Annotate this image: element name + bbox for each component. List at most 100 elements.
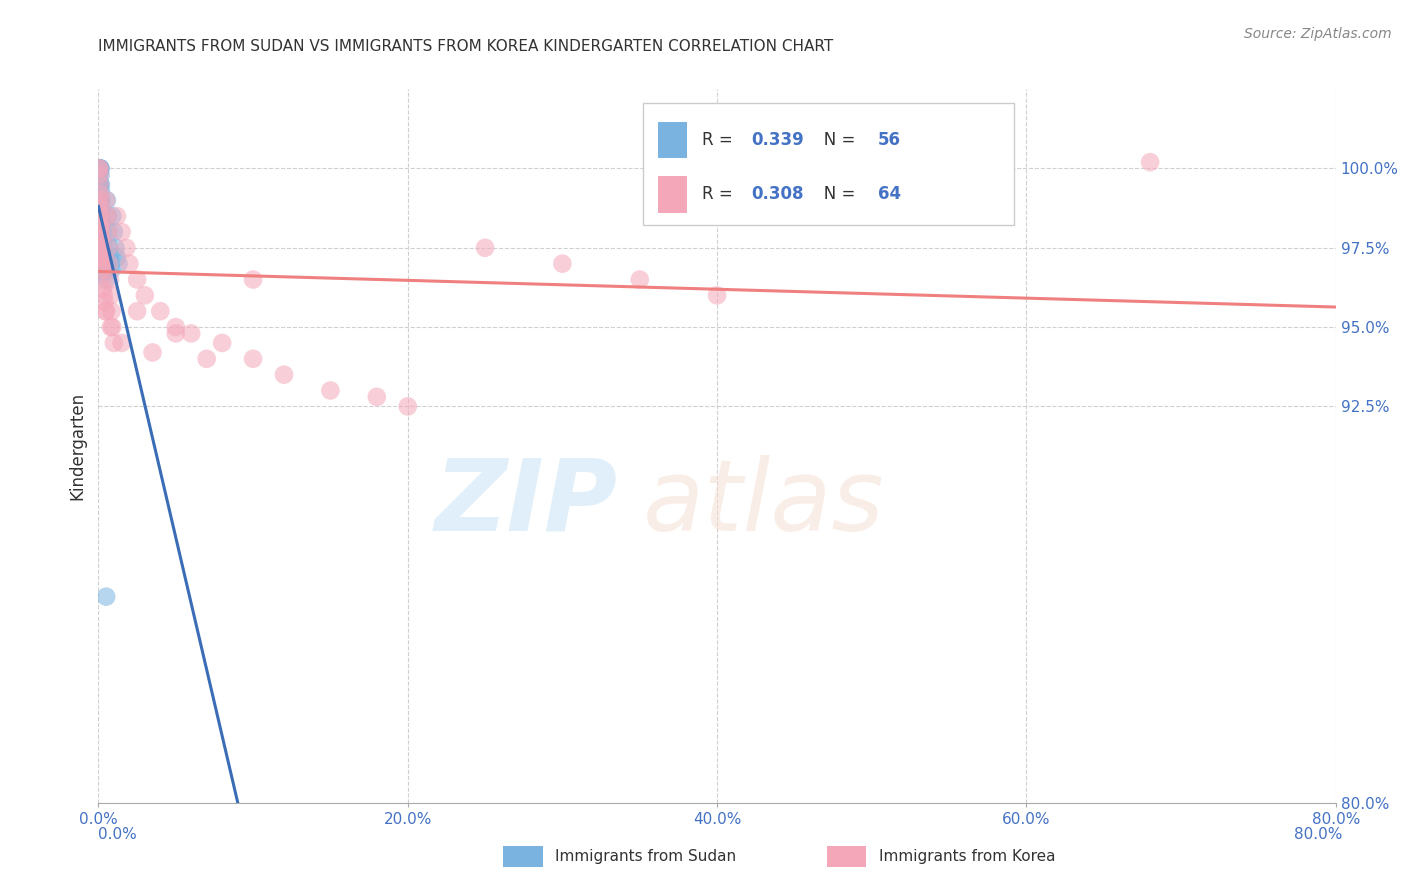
- Point: [91, 257, 114, 271]
- Point: [706, 288, 728, 302]
- Point: [89, 219, 111, 233]
- Text: R =: R =: [702, 186, 738, 203]
- Point: [89, 161, 111, 176]
- Point: [89, 241, 111, 255]
- Point: [242, 351, 264, 366]
- Point: [90, 241, 112, 255]
- Point: [100, 304, 122, 318]
- Point: [90, 231, 112, 245]
- Point: [90, 231, 112, 245]
- Point: [98, 250, 121, 264]
- Point: [90, 184, 112, 198]
- Point: [134, 288, 156, 302]
- Point: [273, 368, 295, 382]
- Point: [180, 326, 202, 341]
- Point: [90, 257, 112, 271]
- Point: [91, 241, 114, 255]
- Point: [94, 263, 117, 277]
- Point: [165, 326, 187, 341]
- Point: [89, 161, 111, 176]
- Point: [91, 266, 114, 280]
- Point: [90, 193, 112, 207]
- Point: [103, 225, 125, 239]
- Text: Immigrants from Sudan: Immigrants from Sudan: [555, 849, 737, 863]
- Text: Source: ZipAtlas.com: Source: ZipAtlas.com: [1244, 27, 1392, 41]
- Point: [89, 161, 111, 176]
- Point: [211, 335, 233, 350]
- Point: [90, 209, 112, 223]
- Point: [98, 257, 121, 271]
- Point: [96, 590, 118, 604]
- Text: R =: R =: [702, 131, 738, 149]
- Point: [127, 272, 149, 286]
- Point: [89, 200, 111, 214]
- Point: [90, 241, 112, 255]
- Point: [103, 335, 125, 350]
- Point: [100, 257, 122, 271]
- Point: [101, 320, 124, 334]
- Point: [90, 241, 112, 255]
- Text: 56: 56: [877, 131, 901, 149]
- Point: [89, 178, 111, 192]
- Point: [89, 161, 111, 176]
- Point: [96, 304, 118, 318]
- Point: [89, 186, 111, 201]
- Point: [97, 209, 120, 223]
- Text: IMMIGRANTS FROM SUDAN VS IMMIGRANTS FROM KOREA KINDERGARTEN CORRELATION CHART: IMMIGRANTS FROM SUDAN VS IMMIGRANTS FROM…: [98, 38, 834, 54]
- Point: [98, 272, 121, 286]
- Point: [96, 193, 118, 207]
- Text: Immigrants from Korea: Immigrants from Korea: [879, 849, 1056, 863]
- Text: 80.0%: 80.0%: [1295, 827, 1343, 841]
- Point: [89, 161, 111, 176]
- Point: [93, 288, 115, 302]
- Point: [89, 161, 111, 176]
- Point: [91, 250, 114, 264]
- Y-axis label: Kindergarten: Kindergarten: [69, 392, 87, 500]
- Text: 0.339: 0.339: [751, 131, 804, 149]
- Point: [90, 250, 112, 264]
- Point: [1139, 155, 1161, 169]
- Point: [98, 241, 121, 255]
- Point: [89, 241, 111, 255]
- Point: [94, 304, 117, 318]
- Point: [100, 288, 122, 302]
- Point: [89, 219, 111, 233]
- Point: [91, 257, 114, 271]
- Point: [93, 294, 115, 309]
- Point: [89, 193, 111, 207]
- Point: [111, 225, 134, 239]
- Point: [89, 231, 111, 245]
- Point: [142, 345, 165, 359]
- Point: [90, 168, 112, 182]
- Point: [101, 209, 124, 223]
- Point: [89, 250, 111, 264]
- Point: [89, 161, 111, 176]
- Point: [366, 390, 388, 404]
- Point: [97, 241, 120, 255]
- Point: [100, 263, 122, 277]
- Point: [93, 250, 115, 264]
- Point: [89, 209, 111, 223]
- Point: [96, 209, 118, 223]
- Point: [107, 257, 129, 271]
- Point: [91, 225, 114, 239]
- Point: [89, 219, 111, 233]
- Point: [96, 272, 118, 286]
- Point: [319, 384, 342, 398]
- Point: [91, 235, 114, 249]
- Point: [91, 282, 114, 296]
- Point: [90, 225, 112, 239]
- Point: [90, 178, 112, 192]
- Text: 0.308: 0.308: [751, 186, 804, 203]
- Text: ZIP: ZIP: [434, 455, 619, 551]
- Point: [90, 219, 112, 233]
- Point: [93, 257, 115, 271]
- Text: 64: 64: [877, 186, 901, 203]
- Point: [111, 335, 134, 350]
- Point: [105, 250, 128, 264]
- Point: [104, 241, 127, 255]
- Point: [91, 272, 114, 286]
- Point: [474, 241, 496, 255]
- Text: N =: N =: [807, 186, 860, 203]
- Point: [628, 272, 651, 286]
